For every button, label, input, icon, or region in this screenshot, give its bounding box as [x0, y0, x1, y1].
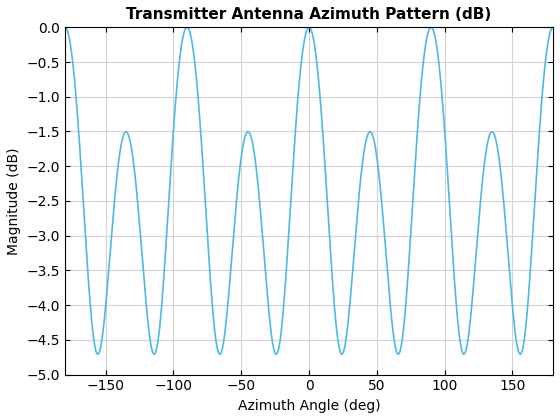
- Y-axis label: Magnitude (dB): Magnitude (dB): [7, 147, 21, 255]
- Title: Transmitter Antenna Azimuth Pattern (dB): Transmitter Antenna Azimuth Pattern (dB): [127, 7, 492, 22]
- X-axis label: Azimuth Angle (deg): Azimuth Angle (deg): [237, 399, 380, 413]
